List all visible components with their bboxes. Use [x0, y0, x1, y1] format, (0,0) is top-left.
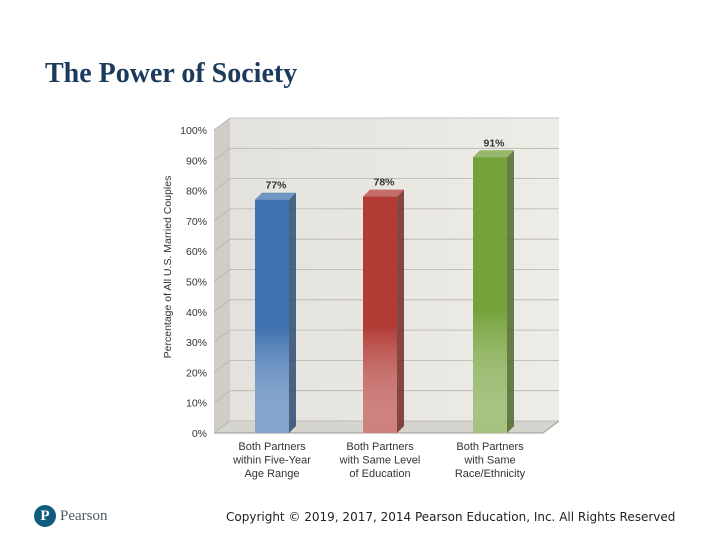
gridline: [213, 390, 559, 404]
bar-value-label: 77%: [265, 180, 287, 192]
pearson-logo-icon: P: [34, 505, 56, 527]
gridline: [213, 178, 559, 191]
gridlines: [213, 117, 559, 434]
bar-sheen: [473, 157, 507, 433]
x-tick-label: Both Partners with Same Level of Education: [339, 441, 421, 480]
gridline: [213, 117, 559, 131]
bar-side-shade: [397, 189, 404, 433]
gridline: [213, 329, 559, 343]
bar-value-label: 91%: [483, 137, 505, 149]
y-tick-label: 70%: [186, 216, 207, 228]
bar-top-highlight: [473, 150, 514, 158]
gridline: [213, 269, 559, 282]
bar-side-shade: [507, 150, 514, 433]
y-tick-label: 90%: [186, 155, 207, 167]
bar-sheen: [255, 199, 289, 433]
y-tick-label: 50%: [186, 277, 207, 289]
bar-group: [255, 192, 296, 433]
gridline: [213, 420, 559, 434]
bar-top-face: [473, 150, 514, 158]
y-tick-label: 100%: [180, 125, 207, 137]
gridline: [213, 147, 559, 161]
x-tick-label: Both Partners within Five-Year Age Range: [232, 441, 311, 480]
y-axis-ticks: 0% 10% 20% 30% 40% 50% 60% 70% 80% 90% 100%: [180, 125, 207, 440]
gridline: [213, 299, 559, 313]
y-tick-label: 40%: [186, 307, 207, 319]
gridline: [213, 208, 559, 222]
bar-side-face: [507, 150, 514, 433]
y-tick-label: 80%: [186, 186, 207, 198]
copyright-notice: Copyright © 2019, 2017, 2014 Pearson Edu…: [226, 510, 676, 524]
bar-top-highlight: [255, 192, 296, 200]
bar-side-face: [289, 192, 296, 433]
bar-side-face: [397, 189, 404, 433]
pearson-logo-text: Pearson: [60, 507, 108, 524]
y-axis-label: Percentage of All U.S. Married Couples: [162, 176, 174, 359]
y-tick-label: 20%: [186, 367, 207, 379]
bar-top-highlight: [363, 189, 404, 197]
slide-title: The Power of Society: [45, 58, 298, 89]
pearson-logo: P Pearson: [34, 505, 108, 527]
bar-side-shade: [289, 192, 296, 433]
bars: 77% 78% 91%: [255, 137, 514, 433]
y-tick-label: 0%: [192, 428, 207, 440]
bar-group: [363, 189, 404, 433]
x-tick-label: Both Partners with Same Race/Ethnicity: [455, 441, 526, 480]
x-axis-labels: Both Partners within Five-Year Age Range Bo…: [232, 441, 526, 480]
gridline: [213, 359, 559, 373]
y-tick-label: 30%: [186, 337, 207, 349]
y-tick-label: 60%: [186, 246, 207, 258]
bar-top-face: [255, 192, 296, 200]
bar-sheen: [363, 196, 397, 433]
bar-group: [473, 150, 514, 433]
floor-edge: [542, 420, 560, 434]
bar-top-face: [363, 189, 404, 197]
bar-value-label: 78%: [373, 177, 395, 189]
gridline: [213, 238, 559, 252]
y-tick-label: 10%: [186, 398, 207, 410]
